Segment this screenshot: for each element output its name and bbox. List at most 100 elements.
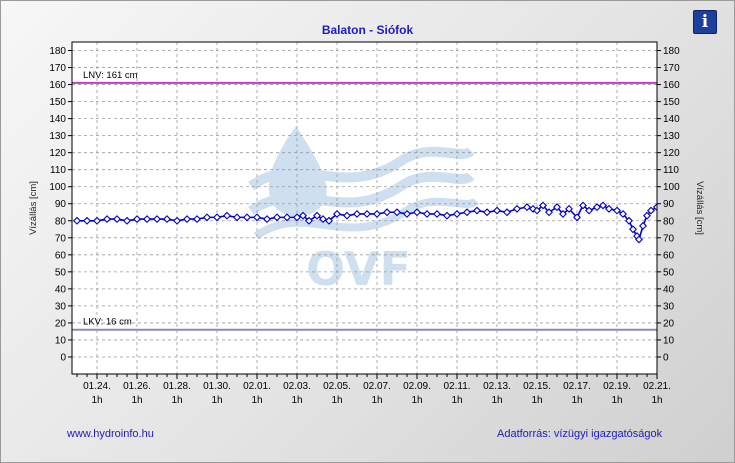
x-tick-label-date: 01.26. bbox=[123, 381, 151, 392]
data-point bbox=[299, 211, 307, 220]
data-point bbox=[653, 203, 657, 212]
data-point bbox=[503, 208, 511, 217]
reference-line-label: LKV: 16 cm bbox=[83, 317, 132, 328]
x-tick-label-date: 02.19. bbox=[603, 381, 631, 392]
x-tick-label-date: 01.30. bbox=[203, 381, 231, 392]
x-tick-label-date: 02.15. bbox=[523, 381, 551, 392]
y-tick-label: 30 bbox=[663, 301, 675, 312]
data-point bbox=[193, 215, 201, 224]
y-tick-label: 100 bbox=[49, 182, 66, 193]
y-axis-left: 0 10 20 30 40 50 60 70 80 90 100 110 120 130 140 150 160… bbox=[49, 46, 72, 363]
x-tick-label-hour: 1h bbox=[371, 395, 382, 406]
hydroinfo-link[interactable]: www.hydroinfo.hu bbox=[67, 428, 154, 440]
data-point bbox=[353, 209, 361, 218]
data-point bbox=[143, 215, 151, 224]
data-point bbox=[123, 216, 131, 225]
data-point bbox=[639, 221, 647, 230]
y-tick-label: 120 bbox=[49, 148, 66, 159]
y-tick-label: 80 bbox=[55, 216, 67, 227]
data-point bbox=[173, 216, 181, 225]
y-tick-label: 30 bbox=[55, 301, 67, 312]
chart-title: Balaton - Siófok bbox=[321, 23, 414, 37]
data-point bbox=[233, 213, 241, 222]
data-point bbox=[113, 215, 121, 224]
y-tick-label: 180 bbox=[663, 46, 680, 57]
y-axis-label-right: Vízállás [cm] bbox=[694, 181, 705, 235]
y-tick-label: 40 bbox=[663, 284, 675, 295]
data-point bbox=[223, 211, 231, 220]
data-point bbox=[203, 213, 211, 222]
y-tick-label: 150 bbox=[663, 97, 680, 108]
data-point bbox=[635, 235, 643, 244]
x-tick-label-date: 02.17. bbox=[563, 381, 591, 392]
data-point bbox=[585, 206, 593, 215]
data-point bbox=[473, 206, 481, 215]
y-tick-label: 0 bbox=[60, 352, 66, 363]
data-point bbox=[613, 206, 621, 215]
data-point bbox=[293, 213, 301, 222]
data-point bbox=[579, 201, 587, 210]
y-tick-label: 50 bbox=[55, 267, 67, 278]
data-point bbox=[565, 204, 573, 213]
data-point bbox=[383, 208, 391, 217]
data-point bbox=[363, 209, 371, 218]
data-point bbox=[433, 209, 441, 218]
y-tick-label: 160 bbox=[663, 80, 680, 91]
data-point bbox=[553, 203, 561, 212]
data-point bbox=[343, 211, 351, 220]
data-point bbox=[573, 213, 581, 222]
y-tick-label: 180 bbox=[49, 46, 66, 57]
data-point bbox=[133, 215, 141, 224]
y-tick-label: 20 bbox=[55, 318, 67, 329]
y-tick-label: 50 bbox=[663, 267, 675, 278]
data-point bbox=[153, 215, 161, 224]
y-tick-label: 80 bbox=[663, 216, 675, 227]
data-point bbox=[647, 206, 655, 215]
data-point bbox=[93, 216, 101, 225]
y-tick-label: 20 bbox=[663, 318, 675, 329]
data-point bbox=[305, 216, 313, 225]
x-tick-label-date: 02.13. bbox=[483, 381, 511, 392]
data-point bbox=[643, 211, 651, 220]
y-tick-label: 170 bbox=[49, 63, 66, 74]
ovf-logo-watermark: OVF bbox=[248, 126, 479, 296]
x-tick-label-hour: 1h bbox=[91, 395, 102, 406]
data-point bbox=[593, 203, 601, 212]
data-point bbox=[599, 201, 607, 210]
data-point bbox=[263, 215, 271, 224]
x-tick-label-date: 02.21. bbox=[643, 381, 671, 392]
data-point bbox=[493, 206, 501, 215]
y-tick-label: 120 bbox=[663, 148, 680, 159]
x-tick-label-hour: 1h bbox=[451, 395, 462, 406]
data-point bbox=[403, 209, 411, 218]
x-tick-label-date: 02.09. bbox=[403, 381, 431, 392]
data-point bbox=[163, 215, 171, 224]
x-tick-label-hour: 1h bbox=[211, 395, 222, 406]
x-tick-label-hour: 1h bbox=[331, 395, 342, 406]
data-point bbox=[423, 209, 431, 218]
x-tick-label-hour: 1h bbox=[171, 395, 182, 406]
y-tick-label: 110 bbox=[663, 165, 679, 176]
y-tick-label: 10 bbox=[55, 335, 67, 346]
y-tick-label: 40 bbox=[55, 284, 67, 295]
y-tick-label: 160 bbox=[49, 80, 66, 91]
reference-lines: LNV: 161 cm LKV: 16 cm bbox=[72, 70, 657, 331]
x-tick-label-hour: 1h bbox=[131, 395, 142, 406]
y-tick-label: 100 bbox=[663, 182, 680, 193]
y-tick-label: 70 bbox=[55, 233, 67, 244]
data-point bbox=[393, 208, 401, 217]
data-point bbox=[463, 208, 471, 217]
data-point bbox=[253, 213, 261, 222]
info-icon[interactable]: i bbox=[693, 10, 717, 34]
data-point bbox=[629, 225, 637, 234]
data-point bbox=[283, 213, 291, 222]
series-group bbox=[73, 201, 657, 244]
data-point bbox=[605, 204, 613, 213]
x-axis: 01.24. 1h 01.26. 1h 01.28. 1h 01.30. 1h 02.01. 1h… bbox=[76, 374, 671, 406]
x-tick-label-hour: 1h bbox=[411, 395, 422, 406]
y-tick-label: 170 bbox=[663, 63, 680, 74]
y-tick-label: 140 bbox=[663, 114, 680, 125]
data-point bbox=[313, 211, 321, 220]
x-tick-label-date: 01.24. bbox=[83, 381, 111, 392]
